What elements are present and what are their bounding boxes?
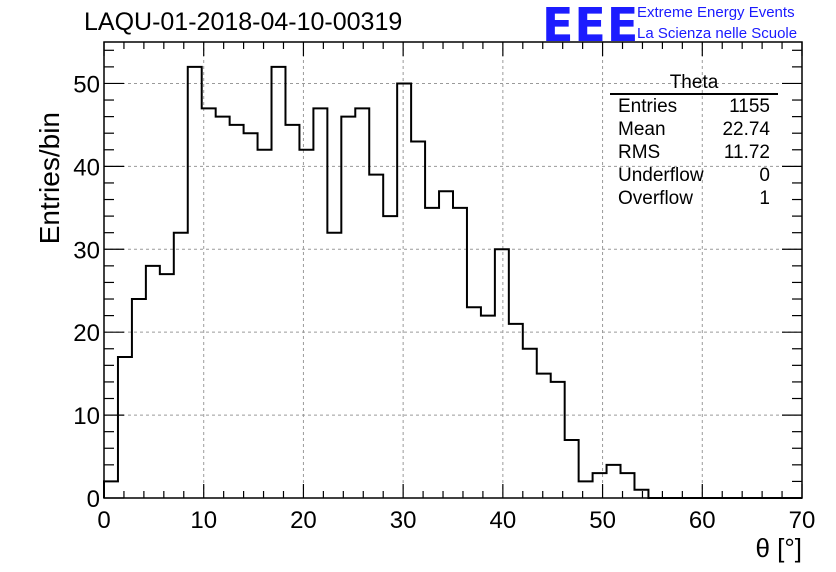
histogram-bar [104,481,118,498]
histogram-bar [118,357,132,498]
histogram-bar [369,175,383,498]
histogram-bars [103,65,802,499]
histogram-bar [634,490,648,498]
stats-value: 0 [759,165,770,186]
histogram-bar [216,117,230,498]
stats-value: 11.72 [723,142,770,163]
histogram-bar [174,233,188,498]
y-tick-label: 10 [73,403,100,430]
logo-line-2: La Scienza nelle Scuole [637,25,798,42]
stats-value: 22.74 [722,119,770,140]
stats-label: Underflow [618,165,704,186]
histogram-bar [495,249,509,498]
stats-box: Theta Entries 1155 Mean 22.74 RMS 11.72 Und… [610,72,778,210]
x-tick-label: 20 [290,507,317,534]
histogram-bar [160,274,174,498]
histogram-bar [439,191,453,498]
x-tick-label: 0 [97,507,110,534]
stats-label: Mean [618,119,666,140]
histogram-bar [188,67,202,498]
histogram-bar [230,125,244,498]
y-axis-label: Entries/bin [34,112,65,245]
axis-ticks [103,42,803,499]
histogram-bar [383,216,397,498]
histogram-bar [593,473,607,498]
histogram-bar [481,316,495,498]
histogram-outline [103,65,802,499]
chart-title: LAQU-01-2018-04-10-00319 [84,8,403,36]
histogram-bar [397,83,411,498]
histogram-bar [509,324,523,498]
y-tick-label: 0 [87,486,100,513]
x-tick-label: 70 [789,507,816,534]
x-tick-label: 30 [390,507,417,534]
logo-line-1: Extreme Energy Events [637,4,795,21]
stats-row: RMS 11.72 [610,141,778,164]
stats-title: Theta [610,72,778,95]
plot-frame [103,41,803,499]
y-tick-label: 50 [73,71,100,98]
histogram-bar [285,125,299,498]
y-tick-label: 40 [73,154,100,181]
grid [104,42,802,498]
histogram-bar [327,233,341,498]
histogram-bar [341,117,355,498]
stats-row: Underflow 0 [610,164,778,187]
histogram-bar [551,382,565,498]
y-tick-label: 20 [73,320,100,347]
histogram-bar [607,465,621,498]
histogram-bar [453,208,467,498]
x-tick-label: 50 [589,507,616,534]
stats-label: Overflow [618,188,693,209]
histogram-bar [244,133,258,498]
x-tick-label: 40 [490,507,517,534]
stats-row: Mean 22.74 [610,118,778,141]
histogram-bar [523,349,537,498]
histogram-bar [272,67,286,498]
x-axis-label: θ [°] [755,533,802,563]
stats-row: Entries 1155 [610,95,778,118]
x-tick-label: 10 [190,507,217,534]
histogram-bar [411,141,425,498]
histogram-bar [579,481,593,498]
x-tick-label: 60 [689,507,716,534]
histogram-bar [467,307,481,498]
histogram-bar [258,150,272,498]
eee-logo: EEE [542,0,640,52]
histogram-bar [132,299,146,498]
histogram-bar [425,208,439,498]
histogram-bar [565,440,579,498]
histogram-bar [146,266,160,498]
stats-label: Entries [618,96,678,117]
histogram-bar [299,150,313,498]
y-tick-label: 30 [73,237,100,264]
stats-value: 1 [759,188,770,209]
stats-value: 1155 [729,96,770,117]
stats-label: RMS [618,142,661,163]
histogram-bar [537,374,551,498]
stats-row: Overflow 1 [610,187,778,210]
